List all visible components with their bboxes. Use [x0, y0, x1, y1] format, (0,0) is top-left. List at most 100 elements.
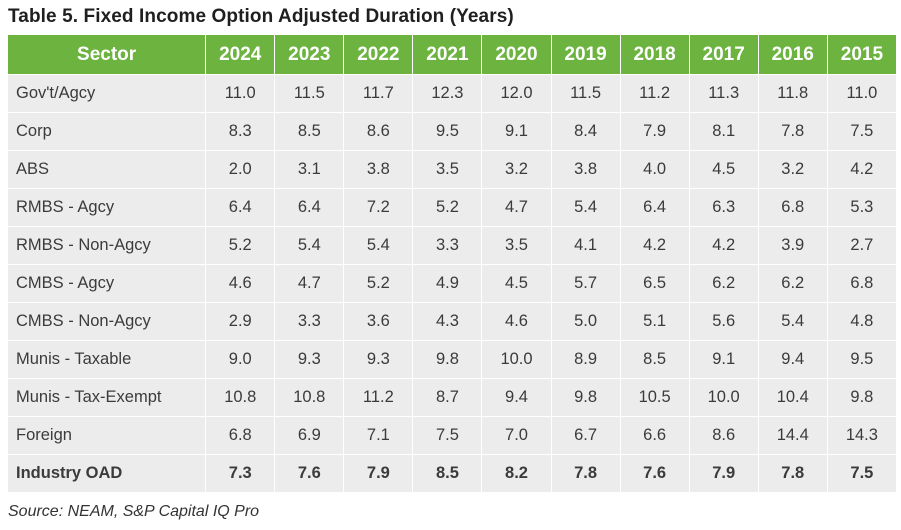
header-year: 2021 — [413, 35, 483, 75]
table-body: Gov't/Agcy 11.0 11.5 11.7 12.3 12.0 11.5 11.2 11… — [8, 75, 897, 493]
value-cell: 4.5 — [689, 151, 759, 189]
value-cell: 3.2 — [482, 151, 552, 189]
value-cell: 4.6 — [206, 265, 276, 303]
value-cell: 4.7 — [275, 265, 345, 303]
value-cell: 9.0 — [206, 341, 276, 379]
sector-cell: Munis - Taxable — [8, 341, 207, 379]
value-cell: 8.1 — [689, 113, 759, 151]
header-row: Sector 2024 2023 2022 2021 2020 2019 2018 2017 2… — [8, 35, 897, 75]
value-cell: 8.2 — [482, 455, 552, 493]
value-cell: 7.5 — [413, 417, 483, 455]
value-cell: 9.8 — [551, 379, 621, 417]
value-cell: 10.0 — [482, 341, 552, 379]
table-row: Munis - Taxable 9.0 9.3 9.3 9.8 10.0 8.9 8.5 9.1… — [8, 341, 897, 379]
value-cell: 5.7 — [551, 265, 621, 303]
value-cell: 4.1 — [551, 227, 621, 265]
value-cell: 6.7 — [551, 417, 621, 455]
value-cell: 4.7 — [482, 189, 552, 227]
value-cell: 3.1 — [275, 151, 345, 189]
value-cell: 10.4 — [758, 379, 828, 417]
value-cell: 11.5 — [275, 75, 345, 113]
value-cell: 7.5 — [827, 455, 897, 493]
header-year: 2019 — [551, 35, 621, 75]
header-sector: Sector — [8, 35, 207, 75]
value-cell: 5.6 — [689, 303, 759, 341]
sector-cell: Gov't/Agcy — [8, 75, 207, 113]
value-cell: 6.4 — [620, 189, 690, 227]
value-cell: 8.4 — [551, 113, 621, 151]
value-cell: 7.8 — [551, 455, 621, 493]
value-cell: 7.1 — [344, 417, 414, 455]
header-year: 2024 — [206, 35, 276, 75]
value-cell: 8.5 — [413, 455, 483, 493]
header-year: 2017 — [689, 35, 759, 75]
table-row: Foreign 6.8 6.9 7.1 7.5 7.0 6.7 6.6 8.6 14.4 14.3 — [8, 417, 897, 455]
value-cell: 3.8 — [344, 151, 414, 189]
value-cell: 6.2 — [758, 265, 828, 303]
value-cell: 7.9 — [620, 113, 690, 151]
duration-table: Sector 2024 2023 2022 2021 2020 2019 2018 2017 2… — [8, 35, 897, 493]
value-cell: 11.3 — [689, 75, 759, 113]
sector-cell: Foreign — [8, 417, 207, 455]
value-cell: 8.5 — [275, 113, 345, 151]
value-cell: 2.0 — [206, 151, 276, 189]
table-row: CMBS - Agcy 4.6 4.7 5.2 4.9 4.5 5.7 6.5 6.2 6.2 6.… — [8, 265, 897, 303]
value-cell: 6.4 — [275, 189, 345, 227]
value-cell: 9.4 — [758, 341, 828, 379]
value-cell: 3.5 — [413, 151, 483, 189]
value-cell: 7.5 — [827, 113, 897, 151]
value-cell: 7.8 — [758, 455, 828, 493]
value-cell: 9.1 — [482, 113, 552, 151]
value-cell: 11.2 — [620, 75, 690, 113]
value-cell: 6.6 — [620, 417, 690, 455]
sector-cell: CMBS - Non-Agcy — [8, 303, 207, 341]
header-year: 2015 — [827, 35, 897, 75]
total-row: Industry OAD 7.3 7.6 7.9 8.5 8.2 7.8 7.6 7.9 7.8 7… — [8, 455, 897, 493]
value-cell: 4.8 — [827, 303, 897, 341]
value-cell: 12.0 — [482, 75, 552, 113]
value-cell: 4.2 — [827, 151, 897, 189]
value-cell: 9.5 — [413, 113, 483, 151]
value-cell: 7.0 — [482, 417, 552, 455]
value-cell: 5.2 — [413, 189, 483, 227]
value-cell: 4.3 — [413, 303, 483, 341]
value-cell: 3.5 — [482, 227, 552, 265]
value-cell: 3.8 — [551, 151, 621, 189]
value-cell: 10.5 — [620, 379, 690, 417]
value-cell: 6.8 — [206, 417, 276, 455]
value-cell: 9.8 — [413, 341, 483, 379]
value-cell: 11.8 — [758, 75, 828, 113]
value-cell: 7.3 — [206, 455, 276, 493]
value-cell: 10.0 — [689, 379, 759, 417]
value-cell: 5.2 — [344, 265, 414, 303]
value-cell: 3.2 — [758, 151, 828, 189]
value-cell: 11.2 — [344, 379, 414, 417]
value-cell: 3.6 — [344, 303, 414, 341]
value-cell: 12.3 — [413, 75, 483, 113]
value-cell: 4.0 — [620, 151, 690, 189]
value-cell: 11.7 — [344, 75, 414, 113]
value-cell: 4.6 — [482, 303, 552, 341]
sector-cell: Industry OAD — [8, 455, 207, 493]
sector-cell: ABS — [8, 151, 207, 189]
value-cell: 5.4 — [551, 189, 621, 227]
value-cell: 7.2 — [344, 189, 414, 227]
source-note: Source: NEAM, S&P Capital IQ Pro — [8, 503, 260, 520]
value-cell: 9.1 — [689, 341, 759, 379]
value-cell: 4.2 — [689, 227, 759, 265]
table-row: Munis - Tax-Exempt 10.8 10.8 11.2 8.7 9.4 9.8 1… — [8, 379, 897, 417]
header-year: 2022 — [344, 35, 414, 75]
value-cell: 7.6 — [275, 455, 345, 493]
table-row: Corp 8.3 8.5 8.6 9.5 9.1 8.4 7.9 8.1 7.8 7.5 — [8, 113, 897, 151]
value-cell: 8.3 — [206, 113, 276, 151]
value-cell: 5.1 — [620, 303, 690, 341]
value-cell: 8.9 — [551, 341, 621, 379]
value-cell: 10.8 — [206, 379, 276, 417]
value-cell: 7.9 — [689, 455, 759, 493]
value-cell: 11.0 — [827, 75, 897, 113]
value-cell: 9.3 — [344, 341, 414, 379]
sector-cell: CMBS - Agcy — [8, 265, 207, 303]
value-cell: 8.5 — [620, 341, 690, 379]
sector-cell: Munis - Tax-Exempt — [8, 379, 207, 417]
value-cell: 5.3 — [827, 189, 897, 227]
